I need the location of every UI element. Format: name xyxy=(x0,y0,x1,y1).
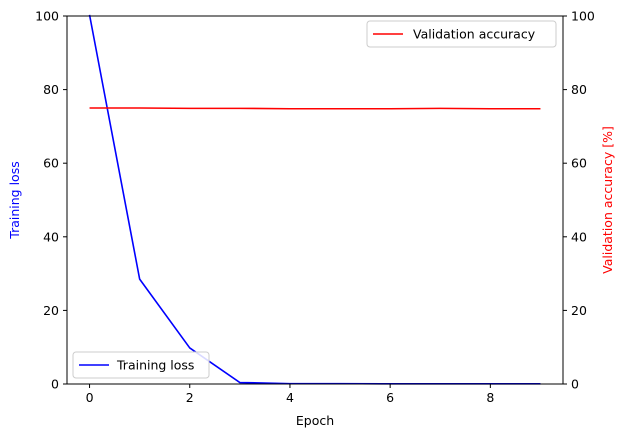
right-y-tick-label: 80 xyxy=(571,82,587,97)
legend-training-loss: Training loss xyxy=(72,351,210,379)
right-y-tick-label: 100 xyxy=(571,9,595,24)
x-axis-label: Epoch xyxy=(296,413,334,428)
x-tick-label: 4 xyxy=(286,390,294,405)
left-y-tick-label: 60 xyxy=(43,156,59,171)
x-tick-label: 2 xyxy=(186,390,194,405)
legend-validation-accuracy: Validation accuracy xyxy=(366,20,557,48)
series-line-validation-accuracy xyxy=(89,107,541,110)
x-tick-label: 8 xyxy=(486,390,494,405)
right-y-tick-label: 0 xyxy=(571,377,579,392)
left-y-axis-label: Training loss xyxy=(7,161,22,239)
left-y-tick-label: 80 xyxy=(43,82,59,97)
left-y-tick-label: 0 xyxy=(51,377,59,392)
right-y-axis-ticks: 0 20 40 60 80 100 xyxy=(563,9,595,392)
right-y-tick-label: 40 xyxy=(571,229,587,244)
right-y-axis-label: Validation accuracy [%] xyxy=(600,126,615,274)
left-y-tick-label: 40 xyxy=(43,229,59,244)
x-tick-label: 6 xyxy=(386,390,394,405)
right-y-tick-label: 60 xyxy=(571,156,587,171)
left-y-tick-label: 100 xyxy=(35,9,59,24)
plot-frame xyxy=(66,15,564,385)
x-tick-label: 0 xyxy=(86,390,94,405)
legend-label-training-loss: Training loss xyxy=(116,358,194,373)
x-axis-ticks: 0 2 4 6 8 xyxy=(86,384,494,405)
legend-box xyxy=(72,351,210,379)
left-y-tick-label: 20 xyxy=(43,303,59,318)
legend-box xyxy=(366,20,557,48)
legend-label-validation-accuracy: Validation accuracy xyxy=(413,27,536,42)
right-y-tick-label: 20 xyxy=(571,303,587,318)
left-y-axis-ticks: 0 20 40 60 80 100 xyxy=(35,9,67,392)
